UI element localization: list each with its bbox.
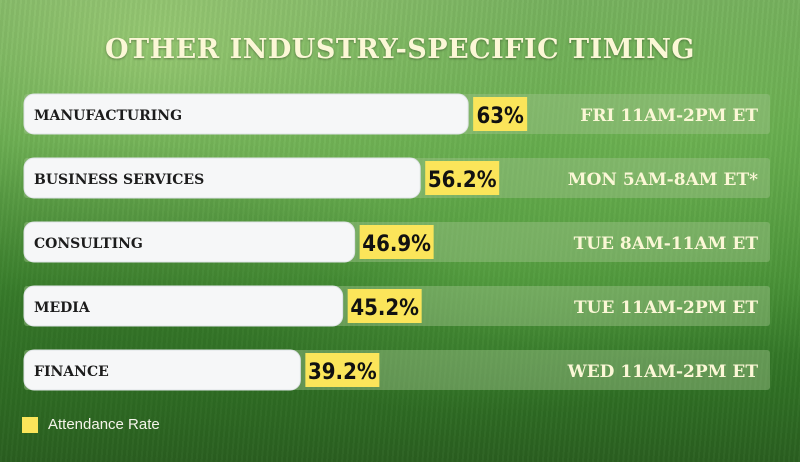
timing-label: TUE 8AM-11AM ET [574, 234, 759, 254]
timing-label: TUE 11AM-2PM ET [574, 298, 758, 318]
timing-label: FRI 11AM-2PM ET [580, 106, 758, 126]
data-label: 46.9% [362, 232, 431, 257]
legend-swatch [22, 416, 38, 433]
bar [23, 349, 301, 391]
chart-title: OTHER INDUSTRY-SPECIFIC TIMING [105, 34, 695, 65]
value-box [425, 161, 500, 195]
category-label: BUSINESS SERVICES [34, 172, 204, 188]
bar [23, 285, 344, 327]
value-box [473, 97, 528, 131]
legend: Attendance Rate [22, 416, 160, 433]
data-label: 63% [476, 104, 524, 129]
bar [23, 157, 421, 199]
bar [23, 93, 469, 135]
category-label: CONSULTING [34, 236, 143, 252]
category-label: MANUFACTURING [34, 108, 182, 124]
bar [23, 221, 356, 263]
timing-label: MON 5AM-8AM ET* [568, 170, 758, 190]
data-label: 39.2% [308, 360, 377, 385]
category-label: FINANCE [34, 364, 109, 380]
value-box [305, 353, 380, 387]
category-label: MEDIA [34, 300, 91, 316]
legend-label: Attendance Rate [48, 416, 160, 433]
timing-label: WED 11AM-2PM ET [567, 362, 759, 382]
data-label: 56.2% [428, 168, 497, 193]
value-box [359, 225, 434, 259]
value-box [347, 289, 422, 323]
data-label: 45.2% [350, 296, 419, 321]
